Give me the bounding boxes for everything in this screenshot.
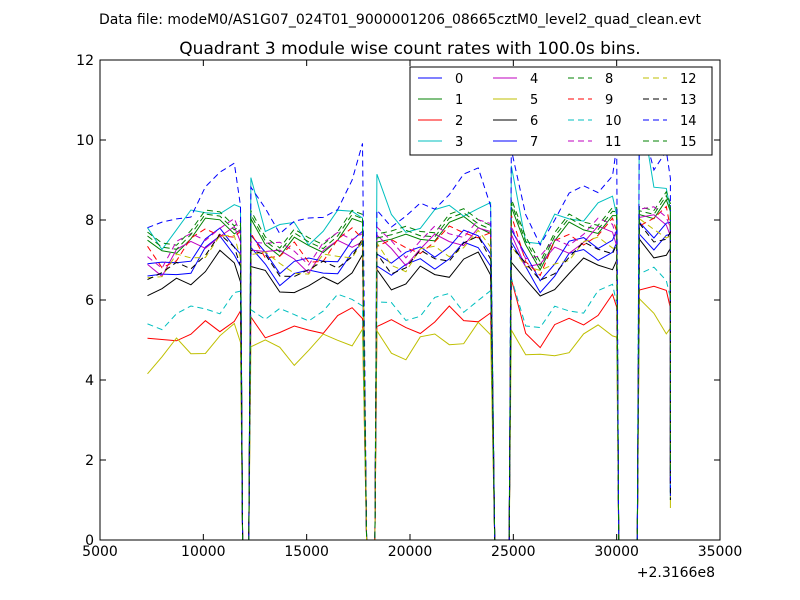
legend-label-2: 2 — [455, 114, 463, 129]
legend-label-7: 7 — [530, 135, 538, 150]
y-tick-label: 0 — [85, 533, 94, 549]
y-tick-label: 4 — [85, 373, 94, 389]
legend-label-5: 5 — [530, 93, 538, 108]
legend-label-10: 10 — [605, 114, 622, 129]
y-tick-label: 12 — [76, 53, 94, 69]
x-tick-label: 30000 — [594, 544, 639, 560]
series-8-line — [147, 190, 671, 540]
series-11-line — [147, 206, 671, 540]
y-tick-label: 8 — [85, 213, 94, 229]
legend-label-9: 9 — [605, 93, 613, 108]
y-tick-label: 10 — [76, 133, 94, 149]
legend-label-8: 8 — [605, 72, 613, 87]
legend-label-6: 6 — [530, 114, 538, 129]
data-file-header: Data file: modeM0/AS1G07_024T01_90000012… — [99, 12, 701, 28]
legend-label-15: 15 — [680, 135, 697, 150]
legend-label-11: 11 — [605, 135, 622, 150]
series-15-line — [147, 194, 671, 540]
x-axis: 5000 10000 15000 20000 25000 30000 35000 — [82, 60, 742, 560]
series-14-line — [147, 114, 671, 540]
chart-title: Quadrant 3 module wise count rates with … — [179, 39, 640, 59]
series-12-line — [147, 217, 671, 540]
legend-label-0: 0 — [455, 72, 463, 87]
legend-label-1: 1 — [455, 93, 463, 108]
series-13-line — [147, 221, 671, 540]
x-tick-label: 35000 — [698, 544, 743, 560]
legend-label-14: 14 — [680, 114, 697, 129]
legend-frame — [409, 66, 713, 156]
legend-label-13: 13 — [680, 93, 697, 108]
x-tick-label: 5000 — [82, 544, 118, 560]
x-tick-label: 15000 — [284, 544, 329, 560]
legend-label-3: 3 — [455, 135, 463, 150]
plot-area — [147, 97, 671, 540]
y-tick-label: 6 — [85, 293, 94, 309]
legend-label-12: 12 — [680, 72, 697, 87]
legend-label-4: 4 — [530, 72, 538, 87]
x-tick-label: 10000 — [181, 544, 226, 560]
x-tick-label: 20000 — [388, 544, 433, 560]
x-tick-label: 25000 — [491, 544, 536, 560]
y-tick-label: 2 — [85, 453, 94, 469]
x-offset-label: +2.3166e8 — [637, 565, 715, 581]
